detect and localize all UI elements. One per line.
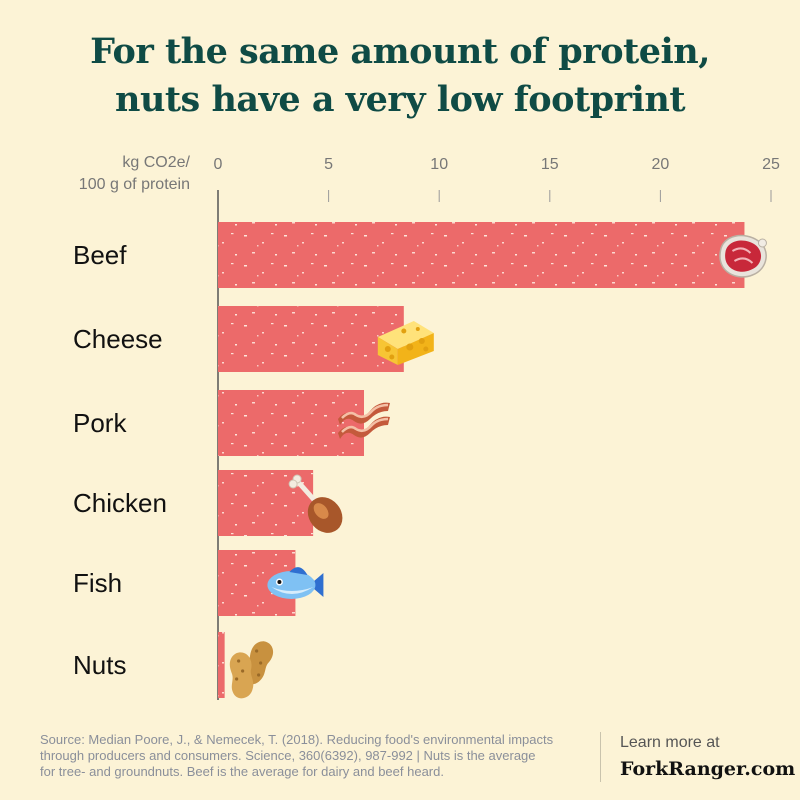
x-tick-label: 0 [214,156,223,173]
x-tick-label: 15 [541,156,559,173]
bar-texture [218,222,745,288]
source-note: Source: Median Poore, J., & Nemecek, T. … [40,732,590,780]
tick-layer: 0 5 10 15 20 25 [214,156,780,173]
category-label: Beef [73,240,127,270]
label-layer: Beef Cheese Pork Chicken Fish Nuts [73,240,167,680]
x-tick-label: 10 [430,156,448,173]
bar-layer [218,222,745,698]
title-line-2: nuts have a very low footprint [115,79,686,120]
learn-more-label: Learn more at [620,734,720,751]
site-link[interactable]: ForkRanger.com [620,758,796,780]
axis-unit-label: kg CO2e/ 100 g of protein [40,152,190,196]
peanut-icon [229,641,274,699]
bar-chart: 0 5 10 15 20 25 Beef Cheese Pork Chicken Fish Nuts [73,156,780,700]
steak-icon [719,234,767,278]
footer-divider [600,732,601,782]
unit-line-1: kg CO2e/ [122,154,190,171]
source-line-1: Source: Median Poore, J., & Nemecek, T. … [40,732,554,747]
category-label: Nuts [73,650,126,680]
category-label: Cheese [73,324,163,354]
unit-line-2: 100 g of protein [78,176,190,193]
source-line-3: for tree- and groundnuts. Beef is the av… [40,764,444,779]
bar-texture [218,306,404,372]
title-line-1: For the same amount of protein, [90,31,710,72]
cheese-icon [377,321,434,365]
x-tick-label: 20 [652,156,670,173]
bar-texture [218,632,225,698]
category-label: Chicken [73,488,167,518]
bar-texture [218,390,364,456]
fish-icon [267,567,324,599]
chart-title: For the same amount of protein, nuts hav… [0,28,800,124]
x-tick-label: 5 [324,156,333,173]
bacon-icon [337,402,390,439]
category-label: Pork [73,408,127,438]
drumstick-icon [288,474,343,533]
icon-layer [229,234,767,699]
source-line-2: through producers and consumers. Science… [40,748,536,763]
category-label: Fish [73,568,122,598]
x-tick-label: 25 [762,156,780,173]
